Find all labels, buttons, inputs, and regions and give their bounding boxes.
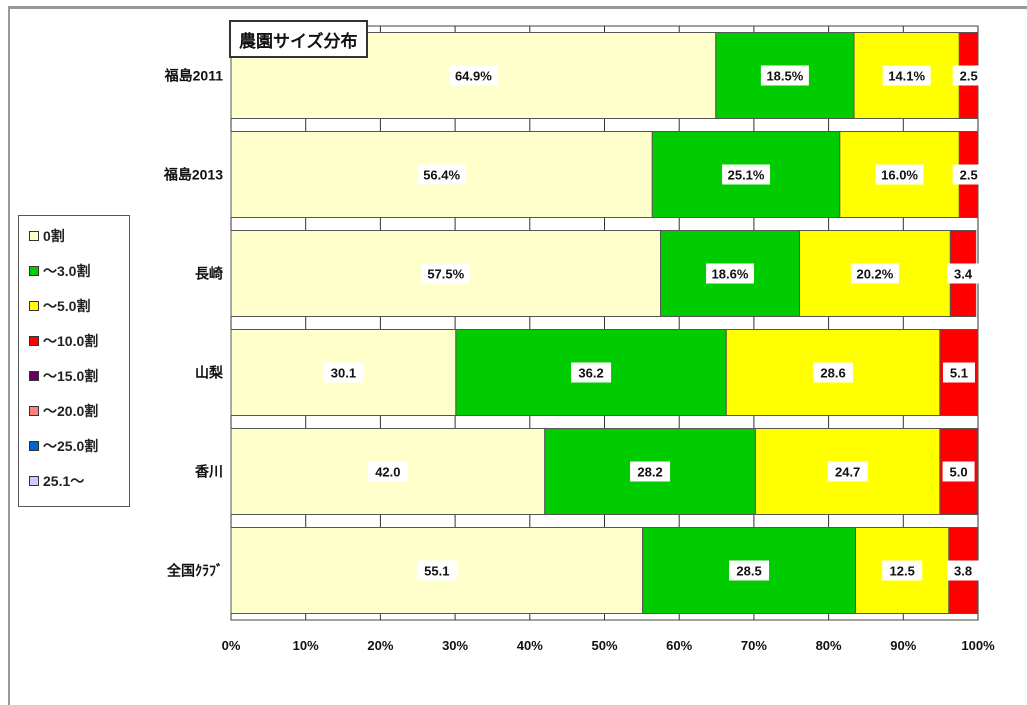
data-label-bg: [882, 65, 931, 86]
category-label: 福島2011: [164, 68, 224, 84]
data-label-bg: [882, 560, 923, 581]
data-label: 20.2%: [856, 267, 893, 282]
data-label-bg: [952, 65, 985, 86]
legend-item: ～25.0割: [29, 436, 98, 456]
category-label: 長崎: [195, 266, 223, 282]
data-label-bg: [705, 263, 754, 284]
data-label: 36.2: [578, 366, 603, 381]
data-label-bg: [571, 362, 612, 383]
data-label-bg: [813, 362, 854, 383]
data-label: 2.5: [960, 69, 978, 84]
data-label: 5.1: [950, 366, 968, 381]
data-label: 24.7: [835, 465, 860, 480]
data-label: 42.0: [375, 465, 400, 480]
data-label-bg: [827, 461, 868, 482]
data-label-bg: [760, 65, 809, 86]
x-tick-label: 50%: [591, 638, 617, 653]
data-label: 56.4%: [423, 168, 460, 183]
page-frame: [8, 6, 1027, 705]
data-label: 28.5: [736, 564, 761, 579]
x-tick-label: 100%: [961, 638, 995, 653]
data-label-bg: [416, 560, 457, 581]
legend-label: 25.1～: [43, 473, 85, 489]
legend-swatch: [29, 301, 39, 311]
data-label-bg: [449, 65, 498, 86]
legend-swatch: [29, 371, 39, 381]
data-label: 55.1: [424, 564, 449, 579]
legend-label: 0割: [43, 228, 65, 244]
legend: 0割 ～3.0割 ～5.0割 ～10.0割 ～15.0割 ～20.0割 ～25.0割 25.1…: [18, 215, 130, 507]
legend-label: ～20.0割: [43, 403, 99, 419]
data-label: 3.4: [954, 267, 973, 282]
data-label: 64.9%: [455, 69, 492, 84]
data-label-bg: [875, 164, 924, 185]
data-label: 5.0: [950, 465, 968, 480]
x-tick-label: 10%: [293, 638, 319, 653]
legend-item: ～3.0割: [29, 261, 90, 281]
data-label-bg: [417, 164, 466, 185]
legend-swatch: [29, 231, 39, 241]
legend-label: ～5.0割: [43, 298, 91, 314]
category-label: 全国ｸﾗﾌﾞ: [166, 563, 223, 579]
data-label-bg: [947, 263, 980, 284]
category-label: 山梨: [195, 365, 224, 381]
legend-item: 25.1～: [29, 471, 84, 491]
x-tick-label: 80%: [816, 638, 842, 653]
data-label: 28.6: [820, 366, 845, 381]
x-tick-label: 30%: [442, 638, 468, 653]
data-label: 18.5%: [766, 69, 803, 84]
legend-label: ～25.0割: [43, 438, 99, 454]
legend-item: 0割: [29, 226, 65, 246]
data-label: 25.1%: [728, 168, 765, 183]
x-tick-label: 20%: [367, 638, 393, 653]
legend-item: ～5.0割: [29, 296, 90, 316]
x-tick-label: 0%: [222, 638, 241, 653]
data-label-bg: [729, 560, 770, 581]
legend-swatch: [29, 441, 39, 451]
data-label: 28.2: [637, 465, 662, 480]
data-label-bg: [630, 461, 671, 482]
data-label-bg: [952, 164, 985, 185]
legend-label: ～15.0割: [43, 368, 99, 384]
data-label: 3.8: [954, 564, 972, 579]
category-label: 香川: [194, 464, 223, 480]
data-label: 2.5: [960, 168, 978, 183]
x-tick-label: 70%: [741, 638, 767, 653]
legend-swatch: [29, 476, 39, 486]
data-label-bg: [421, 263, 470, 284]
legend-swatch: [29, 336, 39, 346]
data-label: 14.1%: [888, 69, 925, 84]
data-label: 30.1: [331, 366, 356, 381]
data-label-bg: [942, 362, 975, 383]
data-label-bg: [850, 263, 899, 284]
legend-label: ～10.0割: [43, 333, 99, 349]
legend-item: ～15.0割: [29, 366, 98, 386]
x-tick-label: 90%: [890, 638, 916, 653]
x-tick-label: 60%: [666, 638, 692, 653]
data-label-bg: [947, 560, 980, 581]
data-label: 57.5%: [427, 267, 464, 282]
category-label: 福島2013: [163, 167, 223, 183]
data-label-bg: [367, 461, 408, 482]
data-label: 12.5: [890, 564, 915, 579]
x-tick-label: 40%: [517, 638, 543, 653]
legend-item: ～10.0割: [29, 331, 98, 351]
data-label-bg: [722, 164, 771, 185]
data-label: 18.6%: [712, 267, 749, 282]
chart-title: 農園サイズ分布: [229, 20, 368, 58]
legend-swatch: [29, 266, 39, 276]
legend-label: ～3.0割: [43, 263, 91, 279]
data-label: 16.0%: [881, 168, 918, 183]
data-label-bg: [323, 362, 364, 383]
data-label-bg: [942, 461, 975, 482]
legend-item: ～20.0割: [29, 401, 98, 421]
legend-swatch: [29, 406, 39, 416]
